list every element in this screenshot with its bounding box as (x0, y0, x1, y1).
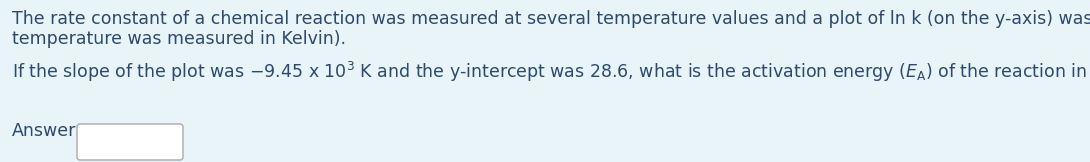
FancyBboxPatch shape (77, 124, 183, 160)
Text: Answer:: Answer: (12, 122, 82, 140)
Text: If the slope of the plot was $-9.45\ \mathrm{x}\ 10^{3}$ K and the y-intercept w: If the slope of the plot was $-9.45\ \ma… (12, 60, 1090, 84)
Text: temperature was measured in Kelvin).: temperature was measured in Kelvin). (12, 30, 346, 48)
Text: The rate constant of a chemical reaction was measured at several temperature val: The rate constant of a chemical reaction… (12, 10, 1090, 28)
